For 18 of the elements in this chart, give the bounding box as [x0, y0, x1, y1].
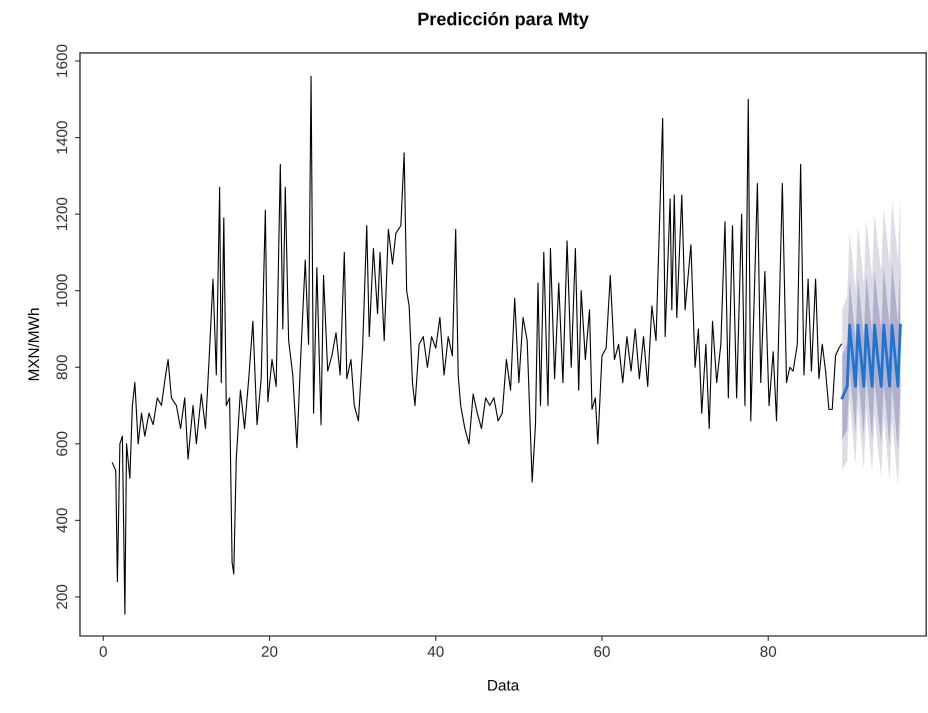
y-axis-title: MXN/MWh — [28, 308, 40, 380]
x-tick-label: 20 — [262, 646, 278, 657]
y-tick-label: 400 — [56, 508, 68, 533]
y-tick-label: 1000 — [56, 274, 68, 307]
x-tick-label: 0 — [100, 646, 107, 657]
chart-title: Predicción para Mty — [418, 12, 589, 29]
y-tick-label: 600 — [56, 432, 68, 456]
y-tick-label: 1600 — [56, 44, 68, 77]
y-tick-label: 1200 — [56, 198, 68, 230]
line-series — [840, 324, 902, 400]
y-tick-label: 200 — [56, 584, 68, 609]
x-tick-label: 80 — [760, 646, 776, 657]
y-tick-label: 1400 — [56, 121, 68, 154]
x-tick-label: 40 — [428, 646, 444, 657]
x-axis-title: Data — [488, 680, 520, 691]
y-tick-label: 800 — [56, 355, 68, 380]
x-tick-label: 60 — [594, 646, 610, 657]
line-series — [112, 76, 842, 615]
